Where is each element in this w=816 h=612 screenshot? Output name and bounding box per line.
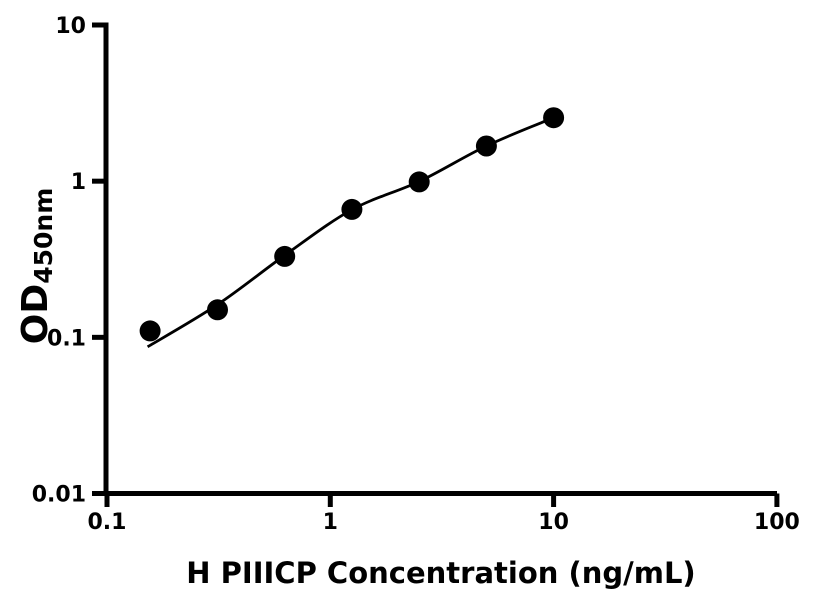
x-axis-title: H PIIICP Concentration (ng/mL) <box>186 556 696 590</box>
data-point <box>543 107 565 129</box>
data-point <box>341 198 363 220</box>
data-point <box>139 320 161 342</box>
data-point <box>207 299 228 321</box>
y-axis-title-sub: 450nm <box>29 187 58 284</box>
x-tick-label: 1 <box>323 510 338 535</box>
y-tick-label: 0.1 <box>47 326 86 351</box>
x-tick-label: 100 <box>754 510 800 535</box>
x-tick-label: 0.1 <box>88 510 127 535</box>
data-point <box>475 135 497 157</box>
y-axis-title-main: OD <box>15 283 56 345</box>
data-point <box>408 171 430 193</box>
data-point <box>274 245 296 267</box>
y-tick-label: 10 <box>55 14 86 39</box>
y-tick-label: 1 <box>71 170 86 195</box>
y-axis-title: OD450nm <box>15 188 58 345</box>
y-tick-label: 0.01 <box>32 483 86 508</box>
x-tick-label: 10 <box>538 510 569 535</box>
